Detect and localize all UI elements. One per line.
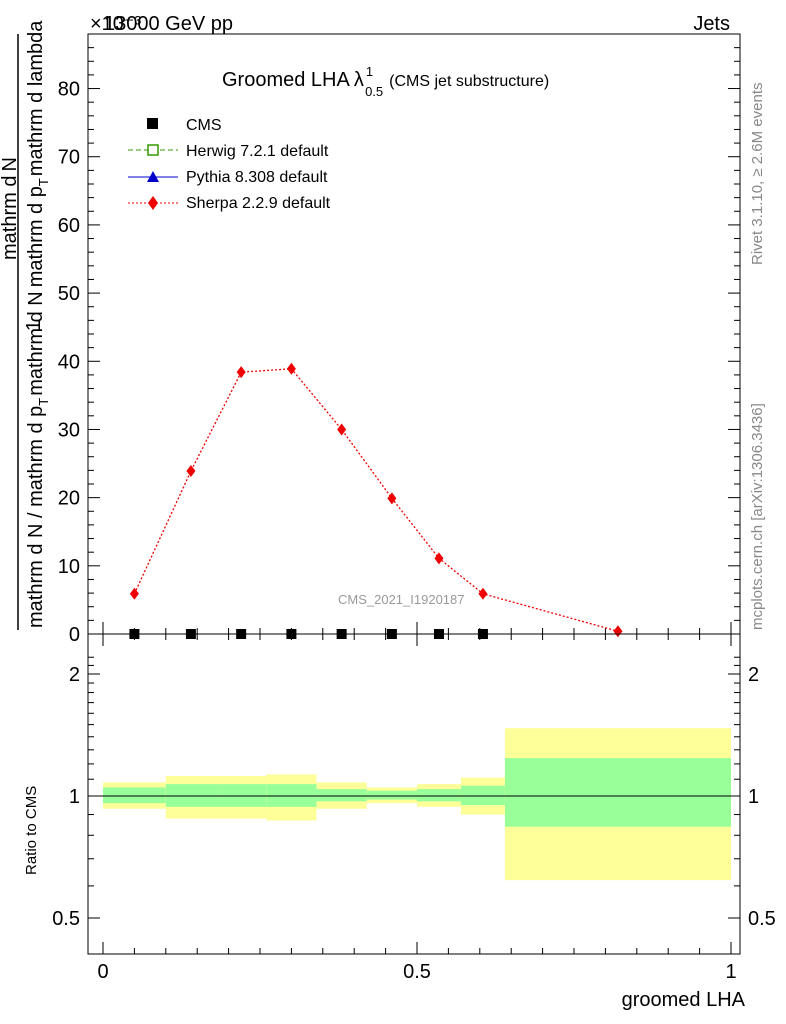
legend-pythia-label: Pythia 8.308 default: [186, 169, 328, 186]
ratio-y-label: Ratio to CMS: [23, 786, 40, 875]
x-axis-label: groomed LHA: [622, 989, 746, 1011]
main-y-tick-label: 80: [58, 79, 80, 101]
process-label: Jets: [693, 13, 730, 35]
y-label-bottom: mathrm d N / mathrm d pTmathrm d Nmathrm…: [25, 20, 51, 628]
watermark: CMS_2021_I1920187: [338, 592, 465, 607]
stat-uncertainty-band: [316, 789, 367, 802]
ratio-y-tick-label: 2: [69, 664, 80, 686]
main-title-text: Groomed LHA: [222, 69, 350, 91]
sherpa-point: [387, 492, 397, 505]
stat-uncertainty-band: [366, 790, 417, 800]
ratio-y-tick-label: 0.5: [52, 908, 80, 930]
sherpa-point: [478, 587, 488, 600]
title-symbol-sup: 1: [366, 64, 373, 79]
mcplots-label: mcplots.cern.ch [arXiv:1306.3436]: [749, 403, 766, 630]
exponent-label: ×10⁻³: [90, 13, 141, 35]
main-y-tick-label: 30: [58, 419, 80, 441]
sherpa-point: [186, 465, 196, 478]
ratio-y-tick-label-right: 2: [748, 664, 759, 686]
y-label-num: 1: [23, 320, 45, 331]
main-y-ticks: [88, 33, 740, 635]
rivet-label: Rivet 3.1.10, ≥ 2.6M events: [749, 83, 766, 266]
main-title: Groomed LHA λ 1 0.5 (CMS jet substructure): [222, 64, 549, 99]
title-suffix: (CMS jet substructure): [389, 73, 549, 90]
ratio-y-tick-label-right: 1: [748, 786, 759, 808]
sherpa-line: [133, 368, 619, 632]
legend-pythia-marker: [147, 171, 159, 182]
sherpa-point: [337, 423, 347, 436]
legend-cms-marker: [147, 118, 158, 129]
title-symbol: λ: [354, 69, 364, 91]
main-y-tick-label: 0: [69, 624, 80, 646]
sherpa-point: [286, 362, 296, 375]
main-y-tick-label: 60: [58, 215, 80, 237]
legend-sherpa-marker: [148, 196, 158, 210]
main-y-tick-label: 10: [58, 556, 80, 578]
stat-uncertainty-band: [417, 789, 461, 802]
ratio-panel-frame: [87, 633, 741, 955]
legend-herwig-label: Herwig 7.2.1 default: [186, 143, 329, 160]
energy-label: 13000 GeV pp: [104, 13, 233, 35]
main-y-tick-label: 50: [58, 283, 80, 305]
ratio-y-tick-label-right: 0.5: [748, 908, 776, 930]
sherpa-point: [236, 366, 246, 379]
title-symbol-sub: 0.5: [365, 84, 383, 99]
ratio-x-tick-label: 0: [97, 961, 108, 983]
y-label-numerator: mathrm dN: [0, 157, 21, 260]
legend-sherpa-label: Sherpa 2.2.9 default: [186, 195, 331, 212]
ratio-x-tick-label: 0.5: [403, 961, 431, 983]
stat-uncertainty-band: [504, 758, 731, 827]
stat-uncertainty-band: [460, 785, 505, 806]
stat-uncertainty-band: [216, 784, 267, 807]
ratio-x-ticks: 0 0.5 1: [97, 634, 737, 983]
main-y-tick-labels: 0 10 20 30 40 50 60 70 80: [58, 79, 80, 646]
main-y-tick-label: 20: [58, 488, 80, 510]
stat-uncertainty-band: [266, 784, 317, 807]
main-y-tick-label: 40: [58, 351, 80, 373]
main-y-tick-label: 70: [58, 147, 80, 169]
sherpa-point: [613, 625, 623, 638]
sherpa-point: [129, 587, 139, 600]
main-y-label: 1 mathrm d N / mathrm d pTmathrm d Nmath…: [0, 20, 51, 630]
stat-uncertainty-band: [165, 784, 217, 807]
legend: CMS Herwig 7.2.1 default Pythia 8.308 de…: [128, 117, 331, 212]
stat-uncertainty-band: [103, 787, 166, 804]
legend-herwig-marker: [147, 144, 159, 156]
ratio-bands: [103, 728, 731, 881]
ratio-x-tick-label: 1: [725, 961, 736, 983]
legend-cms-label: CMS: [186, 117, 222, 134]
ratio-y-ticks: 0.5 0.5 1 1 2 2: [52, 656, 776, 930]
ratio-y-tick-label: 1: [69, 786, 80, 808]
sherpa-point: [434, 552, 444, 565]
